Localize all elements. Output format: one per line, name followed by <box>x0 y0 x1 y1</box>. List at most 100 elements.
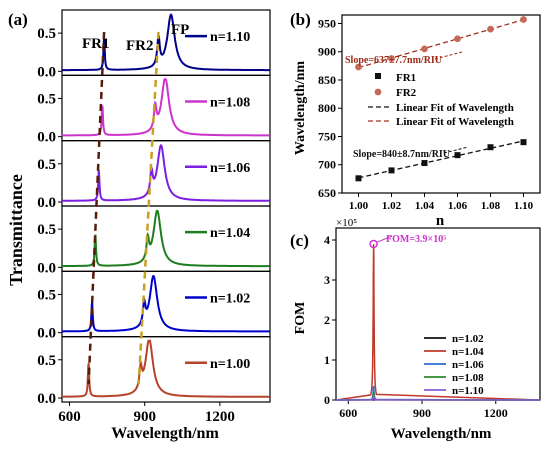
panel-a: (a) Transmittance Wavelength/nm 0.0 0.5 n=… <box>6 9 271 442</box>
data-point-FR2 <box>487 25 494 33</box>
peak-label-fp: FP <box>171 22 189 38</box>
annotation-arrow <box>377 235 393 243</box>
series-line-n=1.06 <box>62 144 270 202</box>
subplot-frame <box>61 336 271 403</box>
legend-label: Linear Fit of Wavelength <box>396 102 514 114</box>
data-point-FR1 <box>487 144 494 151</box>
panel-label-c: (c) <box>290 231 309 250</box>
x-tick-label: 1200 <box>484 406 508 420</box>
axis-label-y: Wavelength/nm <box>293 61 308 155</box>
series-line-n=1.10 <box>335 394 541 401</box>
plot-frame <box>341 14 541 194</box>
plot-frame <box>335 227 541 401</box>
annotation-slope-fr2: Slope=637±7.7nm/RIU <box>345 55 442 66</box>
legend-label-n=1.10: n=1.10 <box>210 30 250 45</box>
series-line-n=1.02 <box>62 274 270 333</box>
legend-label-n=1.08: n=1.08 <box>210 95 250 110</box>
legend-label: Linear Fit of Wavelength <box>396 116 514 128</box>
y-tick-label: 0.0 <box>37 260 56 276</box>
x-tick-label: 1200 <box>205 409 235 425</box>
y-tick-label: 0 <box>324 393 330 407</box>
series-line-n=1.08 <box>62 78 270 137</box>
subplot-n=1.02: 0.0 0.5 n=1.02 <box>37 270 271 342</box>
series-line-n=1.00 <box>62 339 270 398</box>
subplot-n=1.04: 0.0 0.5 n=1.04 <box>37 205 271 276</box>
legend-label: FR1 <box>396 72 416 84</box>
data-point-FR2 <box>388 55 395 62</box>
data-point-FR1 <box>454 152 461 159</box>
legend-label-n=1.06: n=1.06 <box>452 359 484 371</box>
data-point-FR2 <box>454 35 461 43</box>
y-tick-label: 4 <box>324 233 330 247</box>
annotation-fom: FOM=3.9×10⁵ <box>386 234 446 245</box>
fit-line-FR1 <box>358 140 524 179</box>
x-tick-label: 900 <box>133 409 156 425</box>
x-tick-label: 900 <box>413 406 431 420</box>
series-line-n=1.04 <box>62 209 270 268</box>
axis-label-x: Wavelength/nm <box>391 426 492 442</box>
data-point-FR2 <box>520 16 527 23</box>
x-tick-label: 1.06 <box>448 200 468 212</box>
y-tick-label: 0.5 <box>37 157 56 173</box>
data-point-FR1 <box>421 160 428 167</box>
y-tick-label: 0.5 <box>37 222 56 238</box>
axis-label-y: FOM <box>293 302 308 335</box>
legend-marker <box>374 88 382 96</box>
y-tick-label: 0.5 <box>37 353 56 369</box>
data-point-FR2 <box>421 45 428 53</box>
y-tick-label: 0.0 <box>37 326 56 342</box>
legend-label-n=1.04: n=1.04 <box>452 346 484 358</box>
y-tick-label: 850 <box>318 73 336 87</box>
annotation-arrow <box>443 146 469 154</box>
y-tick-label: 900 <box>318 45 336 59</box>
y-tick-label: 750 <box>318 129 336 143</box>
series-line-n=1.04 <box>335 243 541 401</box>
panel-b: (b) Wavelength/nm n 650 700 750 800 850 900 95… <box>290 10 541 229</box>
legend-label-n=1.02: n=1.02 <box>452 333 484 345</box>
y-tick-label: 800 <box>318 101 336 115</box>
y-tick-label: 1 <box>324 353 330 367</box>
panel-label-a: (a) <box>8 10 28 29</box>
peak-label-fr1: FR1 <box>82 36 110 52</box>
x-tick-label: 1.04 <box>415 200 435 212</box>
legend-label-n=1.04: n=1.04 <box>210 226 250 241</box>
legend-label-n=1.10: n=1.10 <box>452 385 484 397</box>
legend-label: FR2 <box>396 87 417 99</box>
legend-label-n=1.08: n=1.08 <box>452 372 484 384</box>
data-point-FR2 <box>355 63 362 71</box>
x-tick-label: 1.08 <box>481 200 501 212</box>
subplot-n=1.00: 0.0 0.5 n=1.00 <box>37 336 271 407</box>
axis-label-y: Transmittance <box>6 174 26 286</box>
y-tick-label: 650 <box>318 186 336 200</box>
annotation-slope-fr1: Slope=840±8.7nm/RIU <box>353 149 450 160</box>
data-point-FR1 <box>355 175 362 182</box>
panel-label-b: (b) <box>290 10 311 29</box>
axis-label-x: n <box>436 213 445 229</box>
panel-c: (c) FOM Wavelength/nm ×10⁵ 0 1 2 3 4 600 900 12… <box>290 217 541 442</box>
y-tick-label: 0.0 <box>37 195 56 211</box>
fit-line-FR2 <box>358 19 524 69</box>
series-line-n=1.06 <box>335 385 541 401</box>
trend-line <box>87 31 106 385</box>
data-point-FR1 <box>388 167 395 174</box>
legend-label-n=1.06: n=1.06 <box>210 161 250 176</box>
subplot-n=1.10: 0.0 0.5 n=1.10 <box>37 9 271 80</box>
axis-label-x: Wavelength/nm <box>111 425 219 442</box>
y-tick-label: 2 <box>324 313 330 327</box>
x-tick-label: 600 <box>58 409 81 425</box>
legend-label-n=1.00: n=1.00 <box>210 357 250 372</box>
x-tick-label: 600 <box>339 406 357 420</box>
y-tick-label: 3 <box>324 273 330 287</box>
y-tick-label: 0.0 <box>37 130 56 146</box>
y-tick-label: 950 <box>318 16 336 30</box>
peak-marker <box>369 239 378 249</box>
legend-marker <box>375 73 381 79</box>
scale-label: ×10⁵ <box>336 217 357 229</box>
y-tick-label: 0.0 <box>37 64 56 80</box>
x-tick-label: 1.02 <box>382 200 402 212</box>
legend-label-n=1.02: n=1.02 <box>210 291 250 306</box>
peak-label-fr2: FR2 <box>126 38 154 54</box>
y-tick-label: 0.0 <box>37 391 56 407</box>
y-tick-label: 700 <box>318 158 336 172</box>
